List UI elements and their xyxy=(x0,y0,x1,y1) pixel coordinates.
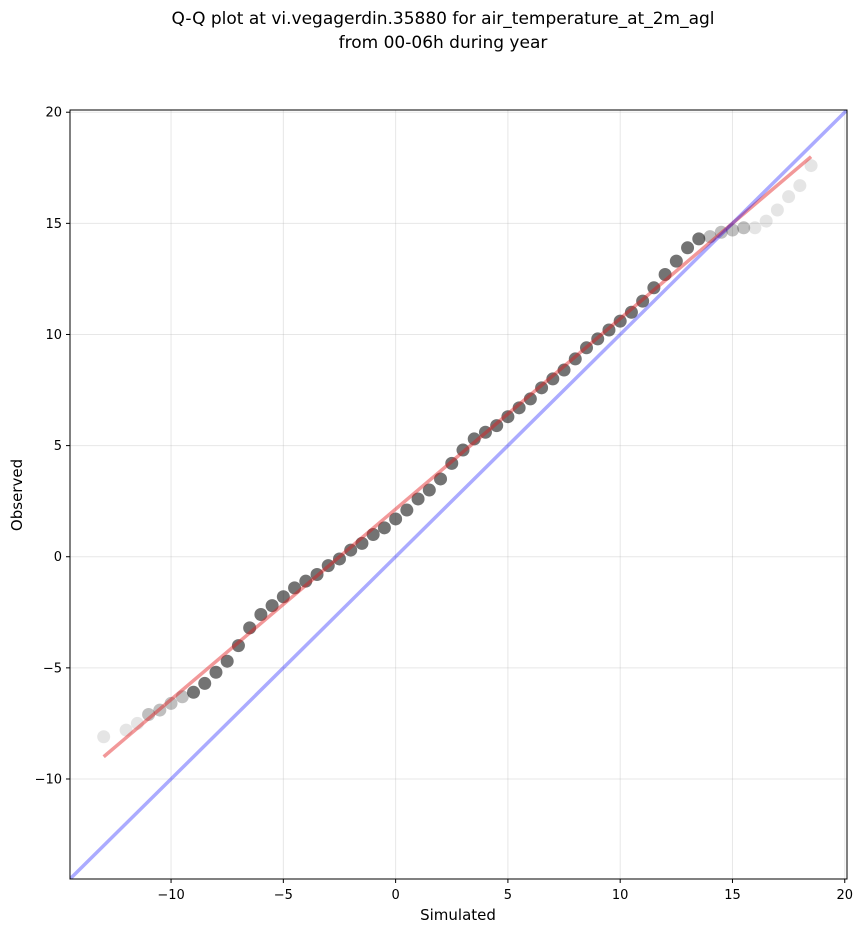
quantile-point xyxy=(591,332,605,346)
quantile-point xyxy=(377,521,391,535)
quantile-point xyxy=(344,543,358,557)
quantile-point xyxy=(546,372,560,386)
y-tick-label: −5 xyxy=(43,661,62,676)
x-tick-label: 20 xyxy=(836,888,853,903)
quantile-point xyxy=(557,363,571,377)
quantile-point xyxy=(231,639,245,653)
quantile-point xyxy=(467,432,481,446)
quantile-point xyxy=(321,559,335,573)
quantile-point xyxy=(175,690,189,704)
quantile-point xyxy=(411,492,425,506)
quantile-point xyxy=(164,696,178,710)
quantile-point xyxy=(737,221,751,235)
quantile-point xyxy=(243,621,257,635)
quantile-point xyxy=(636,294,650,308)
quantile-point xyxy=(220,654,234,668)
quantile-point xyxy=(478,425,492,439)
x-tick-label: −10 xyxy=(157,888,184,903)
quantile-point xyxy=(647,281,661,295)
quantile-point xyxy=(501,410,515,424)
quantile-point xyxy=(523,392,537,406)
quantile-point xyxy=(692,232,706,246)
y-tick-label: 20 xyxy=(45,106,62,121)
y-tick-label: 0 xyxy=(54,550,62,565)
quantile-point xyxy=(187,685,201,699)
fit-line xyxy=(102,155,813,759)
plot-frame xyxy=(69,109,848,880)
y-tick-label: −10 xyxy=(35,772,62,787)
quantile-points xyxy=(97,159,818,744)
y-axis-label: Observed xyxy=(8,459,26,531)
quantile-point xyxy=(422,483,436,497)
y-axis-ticks: −10 −5 0 5 10 15 20 xyxy=(35,106,70,787)
quantile-point xyxy=(681,241,695,255)
quantile-point xyxy=(276,590,290,604)
quantile-point xyxy=(445,456,459,470)
quantile-point xyxy=(580,341,594,355)
quantile-point xyxy=(119,723,133,737)
quantile-point xyxy=(400,503,414,517)
quantile-point xyxy=(366,528,380,542)
quantile-point xyxy=(434,472,448,486)
x-axis-ticks: −10 −5 0 5 10 15 20 xyxy=(157,879,853,903)
quantile-point xyxy=(669,254,683,268)
y-tick-label: 15 xyxy=(45,217,62,232)
quantile-point xyxy=(198,676,212,690)
quantile-point xyxy=(770,203,784,217)
quantile-point xyxy=(658,267,672,281)
quantile-point xyxy=(624,305,638,319)
quantile-point xyxy=(130,716,144,730)
quantile-point xyxy=(142,708,156,722)
chart-title-line-2: from 00-06h during year xyxy=(339,33,548,53)
quantile-point xyxy=(389,512,403,526)
quantile-point xyxy=(310,568,324,582)
quantile-point xyxy=(254,608,268,622)
quantile-point xyxy=(209,665,223,679)
quantile-point xyxy=(97,730,111,744)
x-axis-label: Simulated xyxy=(420,906,496,924)
chart-title-line-1: Q-Q plot at vi.vegagerdin.35880 for air_… xyxy=(171,9,714,29)
quantile-point xyxy=(759,214,773,228)
grid-lines xyxy=(70,110,847,879)
x-tick-label: 0 xyxy=(391,888,399,903)
quantile-point xyxy=(535,381,549,395)
x-tick-label: 15 xyxy=(724,888,741,903)
quantile-point xyxy=(265,599,279,613)
quantile-point xyxy=(299,574,313,588)
quantile-point xyxy=(793,179,807,193)
x-tick-label: −5 xyxy=(274,888,293,903)
quantile-point xyxy=(456,443,470,457)
quantile-point xyxy=(703,230,717,244)
quantile-point xyxy=(782,190,796,204)
quantile-point xyxy=(490,419,504,433)
y-tick-label: 10 xyxy=(45,328,62,343)
quantile-point xyxy=(714,225,728,239)
identity-line xyxy=(70,110,847,879)
quantile-point xyxy=(512,401,526,415)
x-tick-label: 5 xyxy=(504,888,512,903)
quantile-point xyxy=(332,552,346,566)
quantile-point xyxy=(153,703,167,717)
quantile-point xyxy=(725,223,739,237)
x-tick-label: 10 xyxy=(612,888,629,903)
quantile-point xyxy=(602,323,616,337)
quantile-point xyxy=(748,221,762,235)
quantile-point xyxy=(613,314,627,328)
quantile-point xyxy=(288,581,302,595)
y-tick-label: 5 xyxy=(54,439,62,454)
quantile-point xyxy=(568,352,582,366)
quantile-point xyxy=(804,159,818,173)
quantile-point xyxy=(355,536,369,550)
